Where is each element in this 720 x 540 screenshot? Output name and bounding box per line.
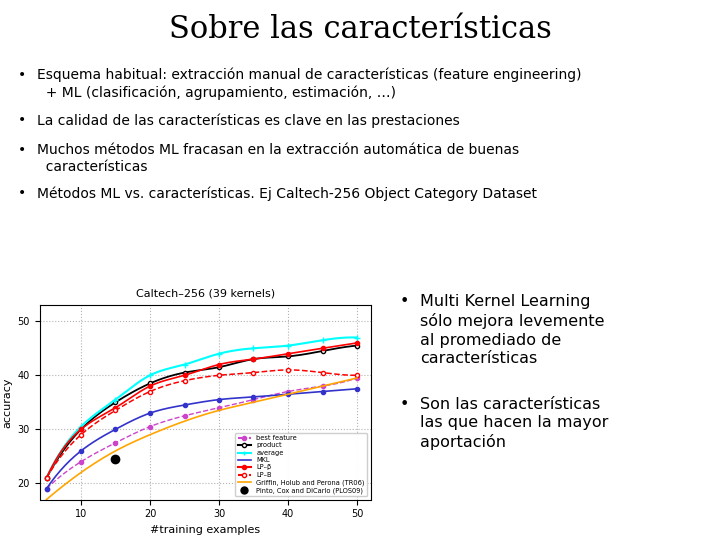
Text: La calidad de las características es clave en las prestaciones: La calidad de las características es cla… (37, 113, 460, 128)
Text: •: • (400, 294, 409, 309)
Text: Muchos métodos ML fracasan en la extracción automática de buenas
  característic: Muchos métodos ML fracasan en la extracc… (37, 143, 520, 174)
Y-axis label: accuracy: accuracy (2, 377, 12, 428)
X-axis label: #training examples: #training examples (150, 525, 260, 535)
Title: Caltech–256 (39 kernels): Caltech–256 (39 kernels) (135, 289, 275, 299)
Text: •: • (18, 113, 26, 127)
Text: •: • (18, 186, 26, 200)
Text: •: • (18, 143, 26, 157)
Text: Son las características
las que hacen la mayor
aportación: Son las características las que hacen la… (420, 397, 608, 450)
Text: Esquema habitual: extracción manual de características (feature engineering)
  +: Esquema habitual: extracción manual de c… (37, 68, 582, 100)
Legend: best feature, product, average, MKL, LP–β, LP–B, Griffin, Holub and Perona (TR06: best feature, product, average, MKL, LP–… (235, 433, 367, 496)
Text: •: • (400, 397, 409, 412)
Text: Sobre las características: Sobre las características (168, 14, 552, 44)
Text: Multi Kernel Learning
sólo mejora levemente
al promediado de
características: Multi Kernel Learning sólo mejora leveme… (420, 294, 604, 367)
Text: Métodos ML vs. características. Ej Caltech-256 Object Category Dataset: Métodos ML vs. características. Ej Calte… (37, 186, 537, 201)
Text: •: • (18, 68, 26, 82)
